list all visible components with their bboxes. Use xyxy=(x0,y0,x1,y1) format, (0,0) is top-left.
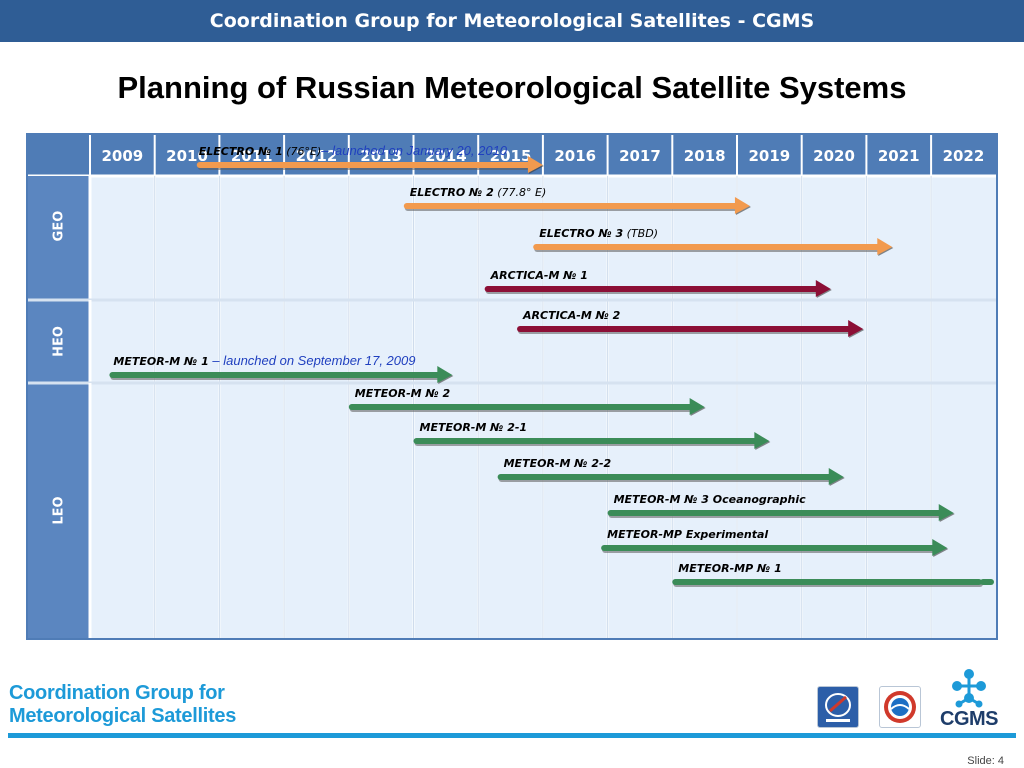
arrow-head-electro-3 xyxy=(877,238,893,255)
year-label-2022: 2022 xyxy=(943,147,985,165)
satellite-name: METEOR-M № 2-1 xyxy=(420,421,528,434)
satellite-name: (77.8° E) xyxy=(494,186,547,199)
label-meteor-mp-experimental: METEOR-MP Experimental xyxy=(607,528,768,541)
bar-meteor-m-1 xyxy=(109,372,441,378)
bar-meteor-m-2-2 xyxy=(497,474,832,480)
slide-title: Planning of Russian Meteorological Satel… xyxy=(117,70,907,105)
orbit-label-geo: GEO xyxy=(52,211,67,242)
satellite-name: METEOR-M № 1 xyxy=(113,355,208,368)
roscosmos-logo xyxy=(817,686,859,728)
label-meteor-m-2-1: METEOR-M № 2-1 xyxy=(420,421,528,434)
orbit-label-heo: HEO xyxy=(52,326,67,357)
timeline-chart: 2009 2010 2011 2012 2013 2014 2015 2016 2017 2018… xyxy=(26,133,998,640)
arrow-head-arctica-m-2 xyxy=(848,320,864,337)
label-arctica-m-2: ARCTICA-M № 2 xyxy=(522,309,621,322)
satellite-name: ELECTRO № 1 xyxy=(199,145,283,158)
bar-electro-1 xyxy=(196,162,531,168)
year-label-2020: 2020 xyxy=(813,147,855,165)
year-label-2011: 2011 xyxy=(231,147,273,165)
bar-electro-2 xyxy=(403,203,738,209)
satellite-name: (76°E) xyxy=(283,145,322,158)
bar-end-meteor-mp-1 xyxy=(980,579,994,585)
footer-org-line1: Coordination Group for xyxy=(9,682,225,704)
satellite-name: METEOR-M № 3 Oceanographic xyxy=(614,493,807,506)
year-label-2019: 2019 xyxy=(748,147,790,165)
arrow-head-meteor-mp-experimental xyxy=(932,539,948,556)
arrow-head-arctica-m-1 xyxy=(815,280,831,297)
bar-arctica-m-1 xyxy=(484,286,819,292)
footer-org-line2: Meteorological Satellites xyxy=(9,705,237,727)
cgms-satellite-icon xyxy=(952,669,986,708)
bar-arctica-m-2 xyxy=(517,326,852,332)
satellite-name: METEOR-M № 2 xyxy=(355,387,451,400)
satellite-name: ARCTICA-M № 1 xyxy=(490,269,588,282)
header-title: Coordination Group for Meteorological Sa… xyxy=(209,10,815,32)
bar-meteor-m-3-oceanographic xyxy=(607,510,942,516)
arrow-head-meteor-m-1 xyxy=(437,366,453,383)
label-electro-2: ELECTRO № 2 (77.8° E) xyxy=(410,186,547,199)
cgms-logo-text: CGMS xyxy=(940,708,999,730)
year-label-2009: 2009 xyxy=(101,147,143,165)
satellite-name: (TBD) xyxy=(623,227,658,240)
year-label-2010: 2010 xyxy=(166,147,208,165)
header-bar: Coordination Group for Meteorological Sa… xyxy=(0,0,1024,42)
label-arctica-m-1: ARCTICA-M № 1 xyxy=(490,269,588,282)
satellite-name: METEOR-MP № 1 xyxy=(678,562,781,575)
launch-note: – launched on January 20, 2010 xyxy=(320,143,508,158)
bar-meteor-m-2-1 xyxy=(413,438,758,444)
arrow-head-meteor-m-3-oceanographic xyxy=(938,504,954,521)
bar-meteor-mp-1 xyxy=(672,579,982,585)
timeline-chart-svg: 2009 2010 2011 2012 2013 2014 2015 2016 2017 2018… xyxy=(28,135,996,638)
year-label-2017: 2017 xyxy=(619,147,661,165)
label-meteor-m-3-oceanographic: METEOR-M № 3 Oceanographic xyxy=(614,493,807,506)
label-electro-1: ELECTRO № 1 (76°E)– launched on January … xyxy=(199,143,508,158)
arrow-head-meteor-m-2 xyxy=(689,398,705,415)
year-label-2021: 2021 xyxy=(878,147,920,165)
slide-number: Slide: 4 xyxy=(967,755,1004,767)
arrow-head-meteor-m-2-2 xyxy=(828,468,844,485)
year-label-2016: 2016 xyxy=(554,147,596,165)
year-label-2012: 2012 xyxy=(296,147,338,165)
bar-meteor-mp-experimental xyxy=(601,545,936,551)
launch-note: – launched on September 17, 2009 xyxy=(209,353,416,368)
year-label-2014: 2014 xyxy=(425,147,467,165)
row-label-geo xyxy=(28,176,90,300)
label-electro-3: ELECTRO № 3 (TBD) xyxy=(539,227,658,240)
year-label-2013: 2013 xyxy=(360,147,402,165)
satellite-name: ARCTICA-M № 2 xyxy=(522,309,621,322)
satellite-name: METEOR-MP Experimental xyxy=(607,528,768,541)
label-meteor-m-1: METEOR-M № 1 – launched on September 17,… xyxy=(113,353,415,368)
satellite-name: ELECTRO № 3 xyxy=(539,227,623,240)
label-meteor-m-2: METEOR-M № 2 xyxy=(355,387,451,400)
year-label-2015: 2015 xyxy=(490,147,532,165)
satellite-name: METEOR-M № 2-2 xyxy=(504,457,612,470)
orbit-label-leo: LEO xyxy=(52,496,67,524)
arrow-head-electro-2 xyxy=(734,197,750,214)
label-meteor-m-2-2: METEOR-M № 2-2 xyxy=(504,457,612,470)
year-label-2018: 2018 xyxy=(684,147,726,165)
arrow-head-meteor-m-2-1 xyxy=(754,432,770,449)
label-meteor-mp-1: METEOR-MP № 1 xyxy=(678,562,781,575)
footer-org-logo: Coordination Group for Meteorological Sa… xyxy=(9,682,236,728)
arrow-head-electro-1 xyxy=(527,156,543,173)
footer-divider xyxy=(8,733,1016,738)
row-label-heo xyxy=(28,300,90,383)
bar-meteor-m-2 xyxy=(348,404,693,410)
satellite-name: ELECTRO № 2 xyxy=(410,186,494,199)
bar-electro-3 xyxy=(533,244,881,250)
row-label-leo xyxy=(28,383,90,638)
roshydromet-logo xyxy=(879,686,921,728)
